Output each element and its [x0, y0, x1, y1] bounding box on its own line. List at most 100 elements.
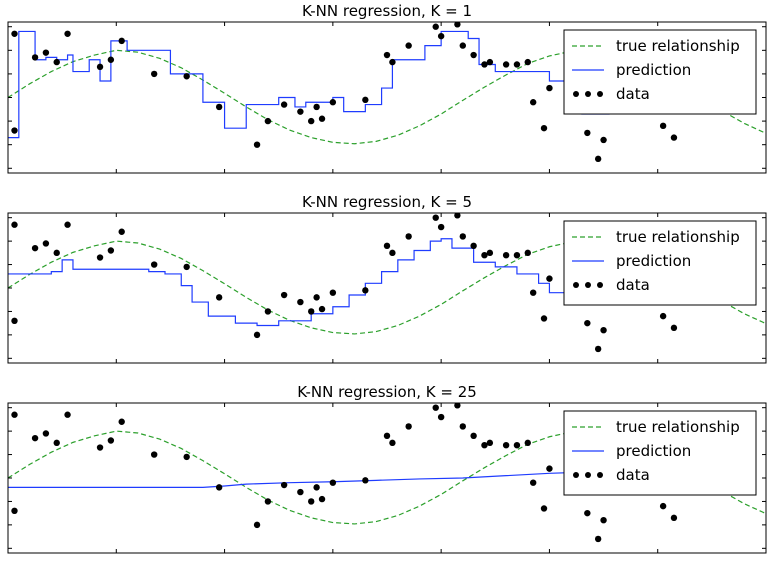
data-point: [53, 58, 60, 66]
data-point: [486, 58, 494, 66]
legend-data-marker: [585, 282, 591, 288]
data-point: [432, 404, 439, 411]
data-point: [405, 42, 412, 49]
data-point: [308, 308, 315, 315]
legend-box: [563, 410, 757, 496]
true-relationship-line: [8, 240, 766, 335]
data-point: [329, 479, 337, 486]
data-point: [118, 37, 125, 45]
data-point: [253, 141, 261, 148]
data-point: [313, 103, 320, 111]
data-point: [540, 315, 548, 322]
chart-title: K-NN regression, K = 1: [302, 2, 472, 20]
data-point: [11, 30, 18, 37]
data-point: [584, 509, 591, 517]
data-point: [318, 305, 326, 313]
true-relationship-line: [8, 430, 766, 525]
prediction-line: [8, 470, 658, 488]
legend-label: prediction: [616, 252, 691, 270]
data-point: [670, 134, 678, 141]
data-point: [524, 249, 531, 257]
chart-panel-3: K-NN regression, K = 25 true relationship…: [7, 383, 767, 554]
data-point: [96, 254, 104, 261]
data-point: [150, 261, 158, 268]
data-point: [64, 30, 71, 37]
data-point: [546, 275, 553, 282]
data-point: [118, 228, 125, 235]
data-point: [659, 502, 667, 510]
data-point: [594, 535, 602, 543]
data-point: [308, 117, 315, 125]
legend-box: [563, 29, 757, 115]
data-point: [529, 289, 537, 296]
legend-label: true relationship: [616, 418, 740, 436]
data-point: [502, 441, 510, 449]
data-point: [362, 287, 369, 294]
data-point: [11, 411, 18, 418]
data-point: [264, 117, 272, 125]
legend-data-marker: [585, 91, 591, 97]
data-point: [546, 465, 553, 472]
data-point: [264, 498, 272, 505]
chart-panel-2: K-NN regression, K = 5 true relationship p…: [7, 193, 767, 364]
data-point: [389, 249, 396, 257]
data-point: [64, 411, 71, 418]
data-point: [481, 61, 488, 68]
data-point: [318, 115, 326, 122]
data-point: [297, 488, 304, 496]
data-point: [313, 294, 320, 301]
data-point: [584, 319, 591, 327]
data-point: [53, 249, 60, 257]
data-point: [107, 56, 115, 63]
data-point: [600, 326, 607, 334]
data-point: [459, 423, 466, 430]
data-point: [42, 430, 50, 437]
data-point: [11, 221, 18, 228]
data-point: [150, 451, 158, 458]
data-point: [215, 103, 223, 111]
data-point: [437, 223, 445, 231]
legend-label: true relationship: [616, 37, 740, 55]
data-point: [470, 242, 477, 250]
data-point: [454, 22, 461, 28]
data-point: [502, 61, 510, 68]
data-point: [215, 484, 223, 491]
data-point: [118, 418, 125, 425]
data-point: [481, 441, 488, 449]
legend-data-marker: [585, 472, 591, 478]
data-point: [470, 432, 477, 440]
legend-data-marker: [573, 282, 579, 288]
legend-label: data: [616, 85, 650, 103]
plot-area: [8, 22, 766, 163]
data-point: [297, 108, 304, 115]
legend: true relationship prediction data: [563, 29, 757, 115]
data-point: [215, 294, 223, 301]
data-point: [11, 317, 18, 325]
data-point: [546, 84, 553, 92]
data-point: [454, 213, 461, 219]
data-point: [437, 32, 445, 40]
data-point: [297, 298, 304, 306]
data-point: [107, 437, 115, 444]
data-point: [405, 233, 412, 240]
data-point: [280, 481, 288, 489]
chart-title: K-NN regression, K = 25: [297, 383, 477, 401]
data-point: [253, 521, 261, 529]
legend-label: prediction: [616, 442, 691, 460]
data-point: [329, 289, 337, 296]
prediction-line: [8, 238, 659, 327]
data-point: [96, 444, 104, 451]
data-point: [540, 505, 548, 512]
legend-box: [563, 220, 757, 306]
data-point: [486, 249, 494, 257]
data-point: [31, 244, 39, 252]
data-point: [584, 129, 591, 137]
data-point: [42, 49, 50, 56]
data-point: [486, 439, 494, 447]
plot-area: [8, 213, 766, 353]
legend-data-marker: [597, 91, 603, 97]
data-point: [659, 312, 667, 320]
legend-data-marker: [597, 472, 603, 478]
legend-label: data: [616, 466, 650, 484]
